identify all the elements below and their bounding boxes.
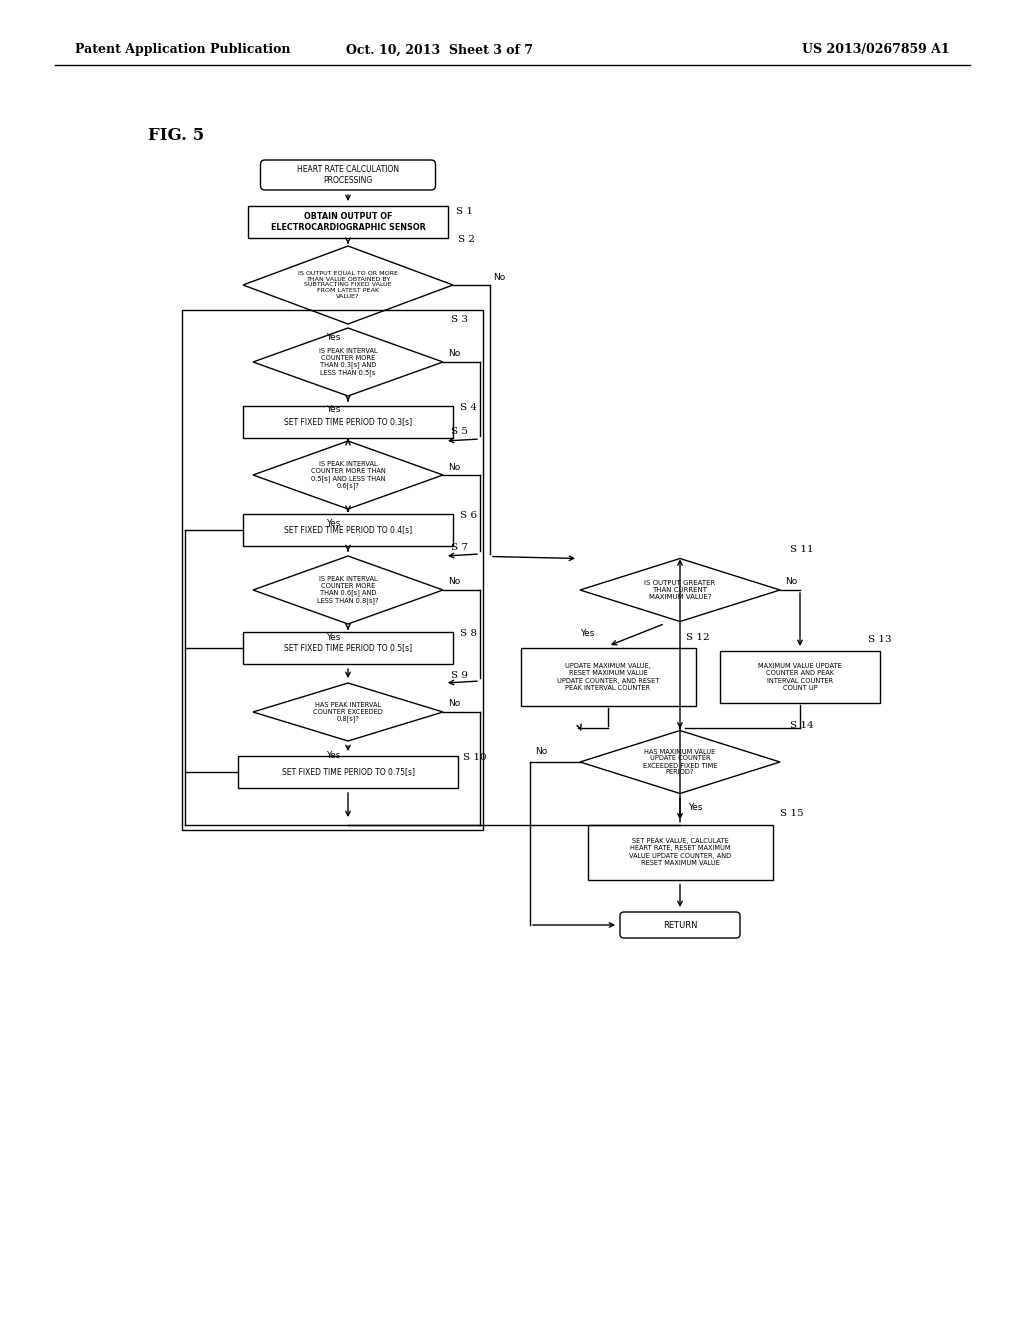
Bar	[588, 825, 772, 879]
Text: SET PEAK VALUE, CALCULATE
HEART RATE, RESET MAXIMUM
VALUE UPDATE COUNTER, AND
RE: SET PEAK VALUE, CALCULATE HEART RATE, RE…	[629, 838, 731, 866]
Polygon shape	[253, 327, 443, 396]
Text: S 13: S 13	[868, 635, 892, 644]
Bar	[243, 632, 453, 664]
Text: SET FIXED TIME PERIOD TO 0.3[s]: SET FIXED TIME PERIOD TO 0.3[s]	[284, 417, 412, 426]
Text: MAXIMUM VALUE UPDATE
COUNTER AND PEAK
INTERVAL COUNTER
COUNT UP: MAXIMUM VALUE UPDATE COUNTER AND PEAK IN…	[758, 663, 842, 692]
FancyBboxPatch shape	[260, 160, 435, 190]
Text: S 6: S 6	[460, 511, 477, 520]
Text: Patent Application Publication: Patent Application Publication	[75, 44, 291, 57]
Text: HAS PEAK INTERVAL
COUNTER EXCEEDED
0.8[s]?: HAS PEAK INTERVAL COUNTER EXCEEDED 0.8[s…	[313, 702, 383, 722]
Polygon shape	[243, 246, 453, 323]
Text: S 3: S 3	[451, 314, 468, 323]
Text: No: No	[449, 700, 460, 709]
Text: HAS MAXIMUM VALUE
UPDATE COUNTER
EXCEEDED FIXED TIME
PERIOD?: HAS MAXIMUM VALUE UPDATE COUNTER EXCEEDE…	[643, 748, 717, 776]
Text: FIG. 5: FIG. 5	[148, 127, 204, 144]
Text: IS OUTPUT GREATER
THAN CURRENT
MAXIMUM VALUE?: IS OUTPUT GREATER THAN CURRENT MAXIMUM V…	[644, 579, 716, 601]
Text: S 8: S 8	[460, 628, 477, 638]
Text: No: No	[449, 578, 460, 586]
Text: No: No	[535, 747, 547, 756]
Text: RETURN: RETURN	[663, 920, 697, 929]
Text: US 2013/0267859 A1: US 2013/0267859 A1	[803, 44, 950, 57]
Text: Oct. 10, 2013  Sheet 3 of 7: Oct. 10, 2013 Sheet 3 of 7	[346, 44, 534, 57]
Text: HEART RATE CALCULATION
PROCESSING: HEART RATE CALCULATION PROCESSING	[297, 165, 399, 185]
Polygon shape	[253, 556, 443, 624]
Polygon shape	[580, 730, 780, 793]
Text: Yes: Yes	[326, 751, 340, 759]
Text: UPDATE MAXIMUM VALUE,
RESET MAXIMUM VALUE
UPDATE COUNTER, AND RESET
PEAK INTERVA: UPDATE MAXIMUM VALUE, RESET MAXIMUM VALU…	[557, 663, 659, 692]
Polygon shape	[580, 558, 780, 622]
Text: Yes: Yes	[326, 334, 340, 342]
Bar	[520, 648, 695, 706]
Text: S 10: S 10	[463, 752, 486, 762]
Text: S 9: S 9	[451, 672, 468, 681]
Text: IS PEAK INTERVAL
COUNTER MORE
THAN 0.3[s] AND
LESS THAN 0.5[s: IS PEAK INTERVAL COUNTER MORE THAN 0.3[s…	[318, 347, 377, 376]
Polygon shape	[253, 441, 443, 510]
Text: Yes: Yes	[580, 630, 594, 638]
Text: Yes: Yes	[688, 803, 702, 812]
Text: No: No	[785, 578, 798, 586]
Text: S 1: S 1	[456, 207, 473, 216]
Text: IS OUTPUT EQUAL TO OR MORE
THAN VALUE OBTAINED BY
SUBTRACTING FIXED VALUE
FROM L: IS OUTPUT EQUAL TO OR MORE THAN VALUE OB…	[298, 271, 398, 300]
Bar	[243, 513, 453, 546]
Text: Yes: Yes	[326, 405, 340, 414]
Bar	[243, 407, 453, 438]
Text: S 2: S 2	[458, 235, 475, 243]
Bar	[720, 651, 880, 704]
Text: S 4: S 4	[460, 403, 477, 412]
Text: S 11: S 11	[790, 545, 814, 554]
Text: No: No	[493, 272, 505, 281]
Text: S 7: S 7	[451, 543, 468, 552]
Text: Yes: Yes	[326, 519, 340, 528]
Text: SET FIXED TIME PERIOD TO 0.75[s]: SET FIXED TIME PERIOD TO 0.75[s]	[282, 767, 415, 776]
Text: SET FIXED TIME PERIOD TO 0.5[s]: SET FIXED TIME PERIOD TO 0.5[s]	[284, 644, 412, 652]
Text: OBTAIN OUTPUT OF
ELECTROCARDIOGRAPHIC SENSOR: OBTAIN OUTPUT OF ELECTROCARDIOGRAPHIC SE…	[270, 213, 425, 232]
Text: Yes: Yes	[326, 634, 340, 643]
FancyBboxPatch shape	[620, 912, 740, 939]
Text: IS PEAK INTERVAL
COUNTER MORE THAN
0.5[s] AND LESS THAN
0.6[s]?: IS PEAK INTERVAL COUNTER MORE THAN 0.5[s…	[310, 461, 385, 490]
Text: No: No	[449, 462, 460, 471]
Bar	[182, 310, 483, 830]
Bar	[238, 756, 458, 788]
Polygon shape	[253, 682, 443, 741]
Text: IS PEAK INTERVAL
COUNTER MORE
THAN 0.6[s] AND
LESS THAN 0.8[s]?: IS PEAK INTERVAL COUNTER MORE THAN 0.6[s…	[317, 576, 379, 605]
Text: S 12: S 12	[686, 632, 710, 642]
Text: S 5: S 5	[451, 428, 468, 437]
Text: S 15: S 15	[780, 809, 804, 818]
Bar	[248, 206, 449, 238]
Text: No: No	[449, 350, 460, 359]
Text: SET FIXED TIME PERIOD TO 0.4[s]: SET FIXED TIME PERIOD TO 0.4[s]	[284, 525, 412, 535]
Text: S 14: S 14	[790, 722, 814, 730]
